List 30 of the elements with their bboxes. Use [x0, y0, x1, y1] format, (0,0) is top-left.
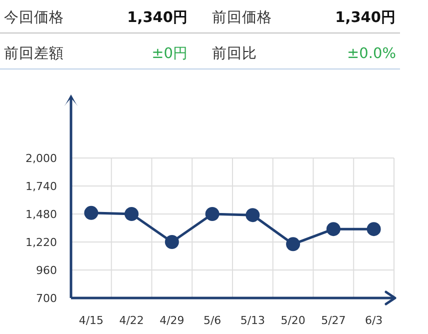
point: [205, 207, 220, 221]
y-tick-label: 1,220: [26, 236, 57, 249]
x-tick-label: 4/22: [119, 314, 144, 327]
x-tick-label: 5/13: [240, 314, 266, 327]
point: [326, 222, 340, 236]
text: 前回価格: [212, 9, 272, 26]
text: 今回価格: [4, 9, 64, 26]
point: [366, 222, 381, 236]
text: 前回差額: [4, 45, 64, 62]
point: [84, 206, 98, 220]
y-tick-label: 1,480: [26, 208, 57, 221]
x-tick-label: 5/6: [203, 314, 222, 327]
y-tick-label: 2,000: [26, 152, 57, 165]
x-tick-label: 6/3: [364, 314, 383, 327]
text: 前回比: [212, 45, 257, 62]
point: [286, 237, 300, 252]
y-tick-label: 700: [36, 292, 57, 305]
x-tick-label: 4/29: [160, 314, 184, 327]
y-tick-label: 960: [36, 264, 57, 277]
text: 1,340円: [335, 10, 396, 26]
text: 1,340円: [127, 10, 188, 26]
y-tick-label: 1,740: [26, 180, 57, 193]
x-tick-label: 5/27: [321, 314, 346, 327]
text: ±0円: [152, 46, 188, 62]
point: [124, 207, 139, 221]
text: ±0.0%: [347, 46, 396, 62]
x-tick-label: 5/20: [280, 314, 306, 327]
x-tick-label: 4/15: [78, 314, 104, 327]
point: [246, 208, 260, 222]
point: [164, 235, 179, 249]
